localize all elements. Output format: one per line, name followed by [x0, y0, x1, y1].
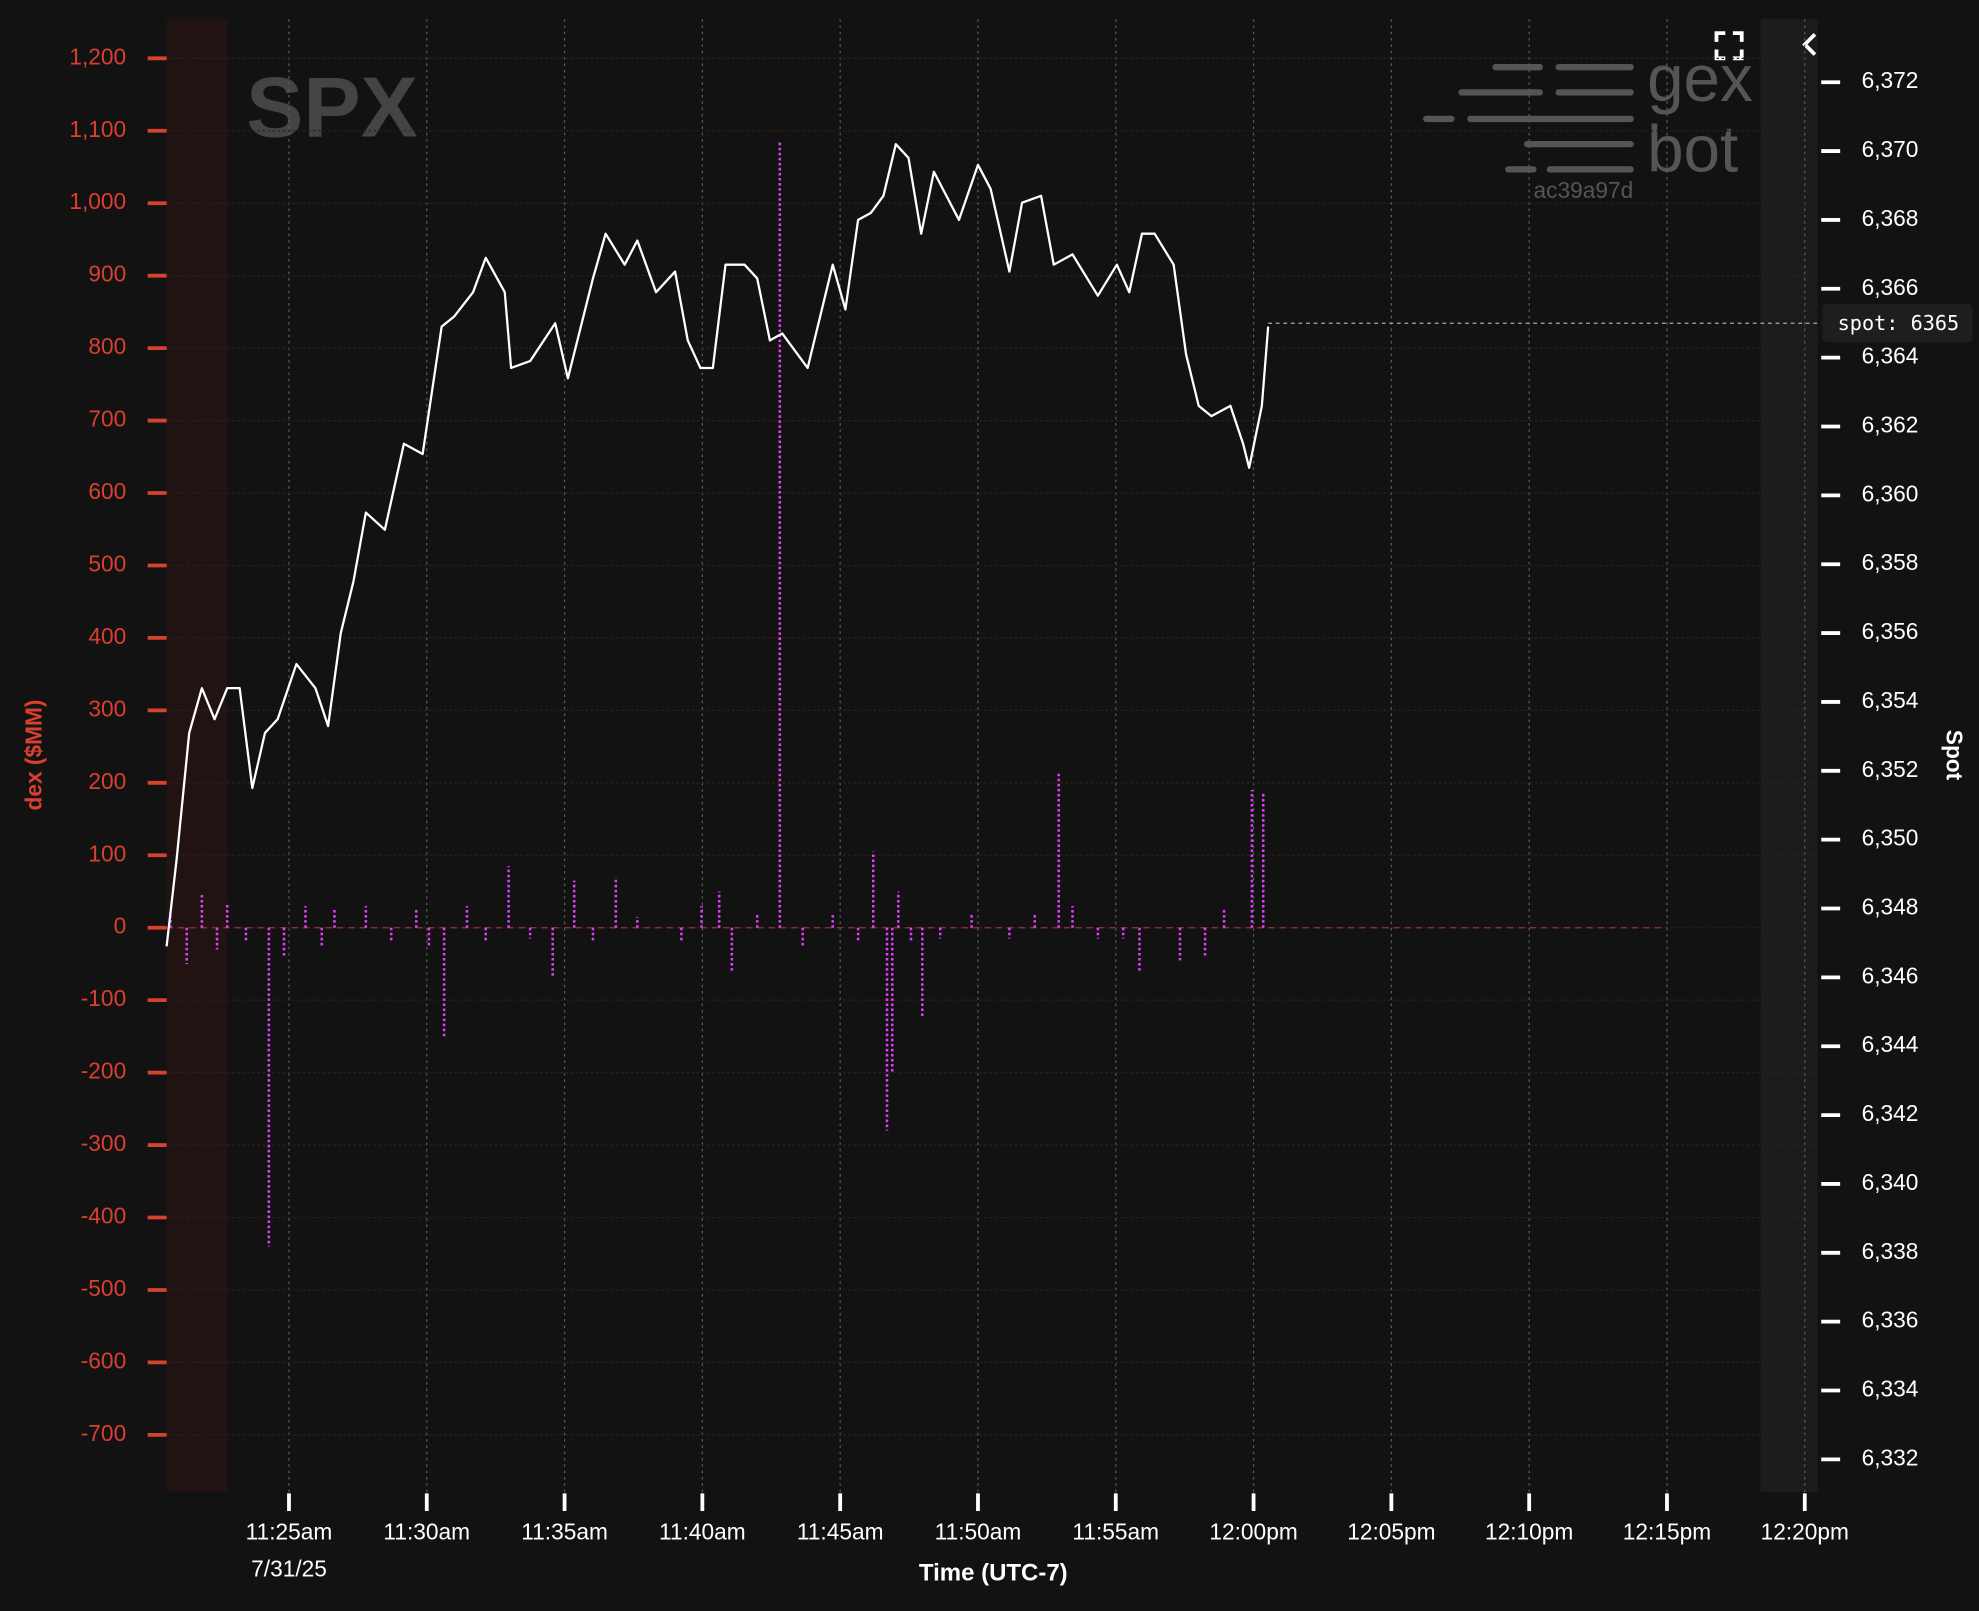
y-tick-label: -400	[81, 1203, 126, 1229]
y-tick-label: -300	[81, 1130, 126, 1156]
y-tick-label: -600	[81, 1347, 126, 1373]
x-tick-label: 11:55am	[1072, 1519, 1159, 1545]
y-tick-label: -500	[81, 1275, 126, 1301]
y2-tick-label: 6,368	[1862, 205, 1919, 231]
y2-tick-label: 6,354	[1862, 687, 1919, 713]
x-tick-label: 12:15pm	[1623, 1519, 1711, 1545]
y-tick-label: 700	[88, 406, 126, 432]
y-tick-label: 0	[114, 913, 127, 939]
y-tick-label: 100	[88, 840, 126, 866]
y2-tick-label: 6,356	[1862, 618, 1919, 644]
y2-tick-label: 6,348	[1862, 894, 1919, 920]
logo-text: bot	[1647, 113, 1738, 186]
y2-tick-label: 6,344	[1862, 1031, 1919, 1057]
spot-label: spot: 6365	[1838, 311, 1960, 335]
spot-label-box	[1822, 304, 1973, 343]
x-tick-label: 12:20pm	[1761, 1519, 1849, 1545]
symbol-watermark: SPX	[246, 60, 418, 156]
y-tick-label: 300	[88, 695, 126, 721]
y2-tick-label: 6,346	[1862, 962, 1919, 988]
logo-text: gex	[1647, 42, 1753, 115]
y-tick-label: -100	[81, 985, 126, 1011]
y2-tick-label: 6,366	[1862, 274, 1919, 300]
y-tick-label: -700	[81, 1420, 126, 1446]
y-tick-label: 1,100	[69, 116, 126, 142]
y2-tick-label: 6,340	[1862, 1169, 1919, 1195]
spot-line	[165, 143, 1270, 947]
fullscreen-button[interactable]	[1714, 31, 1744, 61]
y-tick-label: 800	[88, 333, 126, 359]
y2-tick-label: 6,350	[1862, 825, 1919, 851]
x-tick-label: 11:35am	[521, 1519, 608, 1545]
x-tick-label: 12:10pm	[1485, 1519, 1573, 1545]
y-tick-label: 600	[88, 478, 126, 504]
y2-tick-label: 6,362	[1862, 412, 1919, 438]
plot-layer	[166, 19, 1818, 1493]
x-tick-label: 11:40am	[659, 1519, 746, 1545]
y-tick-label: 1,000	[69, 188, 126, 214]
y-tick-label: 500	[88, 550, 126, 576]
y2-axis-title: Spot	[1941, 730, 1967, 781]
y-tick-label: 400	[88, 623, 126, 649]
x-tick-label: 11:30am	[383, 1519, 470, 1545]
y2-tick-label: 6,372	[1862, 67, 1919, 93]
pre-market-band	[166, 19, 228, 1493]
y2-tick-label: 6,364	[1862, 343, 1919, 369]
date-label: 7/31/25	[251, 1555, 327, 1581]
y2-tick-label: 6,332	[1862, 1444, 1919, 1470]
x-tick-label: 12:00pm	[1209, 1519, 1297, 1545]
build-hash: ac39a97d	[1533, 177, 1633, 203]
y2-tick-label: 6,342	[1862, 1100, 1919, 1126]
future-band	[1760, 19, 1818, 1493]
y2-tick-label: 6,358	[1862, 549, 1919, 575]
y-tick-label: 1,200	[69, 43, 126, 69]
y2-tick-label: 6,360	[1862, 480, 1919, 506]
y2-tick-label: 6,338	[1862, 1238, 1919, 1264]
y-tick-label: 900	[88, 261, 126, 287]
y2-tick-label: 6,352	[1862, 756, 1919, 782]
y-axis-title: dex ($MM)	[20, 700, 46, 811]
x-tick-label: 11:50am	[935, 1519, 1022, 1545]
logo-lines	[1423, 64, 1634, 173]
y2-tick-label: 6,336	[1862, 1307, 1919, 1333]
x-tick-label: 11:45am	[797, 1519, 884, 1545]
y-tick-label: 200	[88, 768, 126, 794]
y2-tick-label: 6,334	[1862, 1376, 1919, 1402]
x-tick-label: 12:05pm	[1347, 1519, 1435, 1545]
x-tick-label: 11:25am	[246, 1519, 333, 1545]
y2-tick-label: 6,370	[1862, 136, 1919, 162]
x-axis-title: Time (UTC-7)	[919, 1559, 1068, 1586]
y-tick-label: -200	[81, 1058, 126, 1084]
